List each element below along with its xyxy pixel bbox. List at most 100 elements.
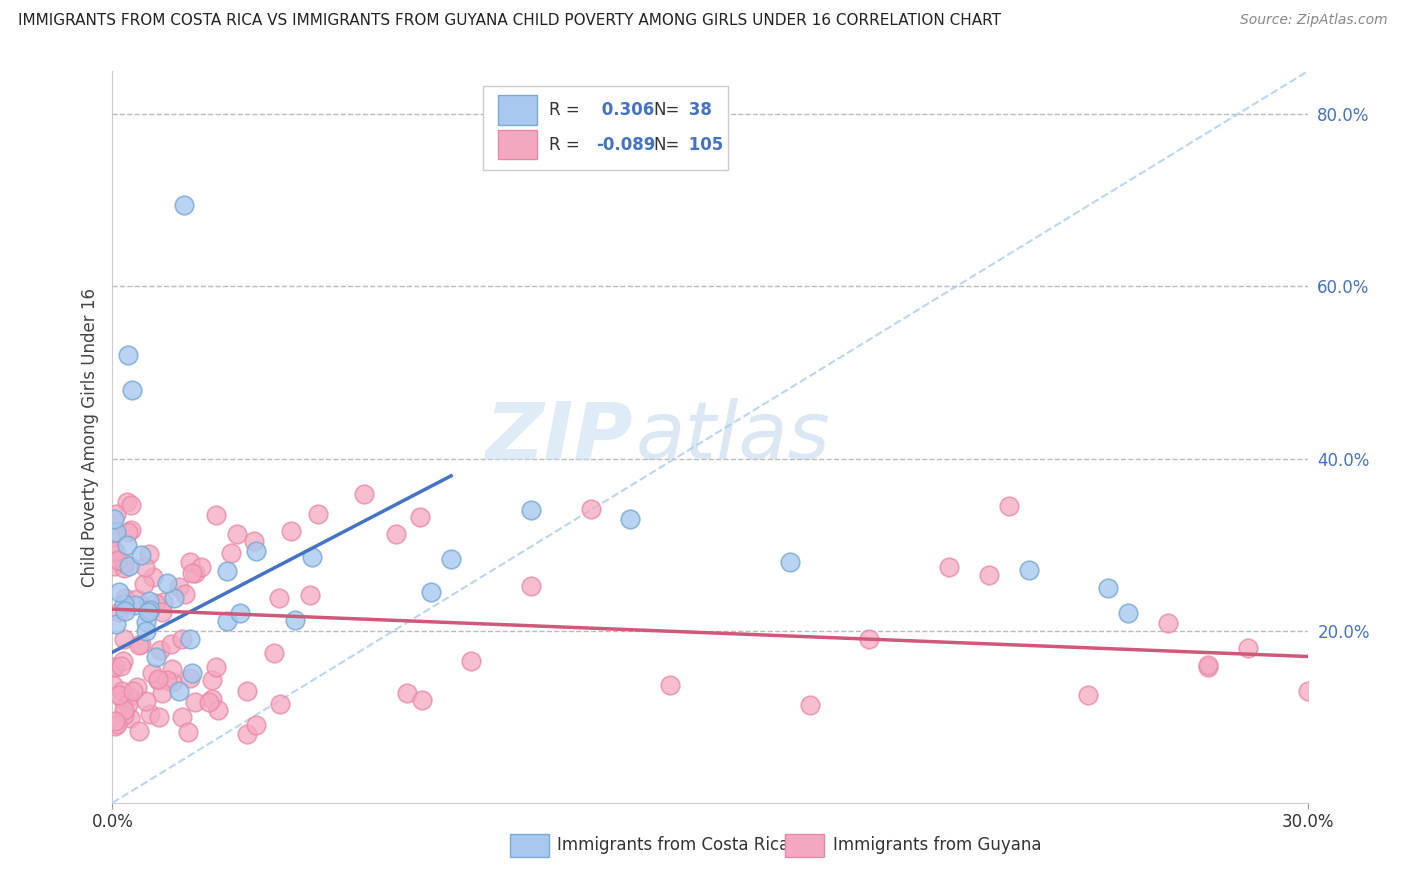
Point	[142, 570, 165, 584]
Point	[117, 697, 139, 711]
Point	[1197, 658, 1219, 673]
Point	[520, 579, 543, 593]
Point	[520, 503, 543, 517]
Point	[114, 604, 136, 618]
Point	[460, 654, 482, 668]
Point	[998, 500, 1021, 514]
Point	[1077, 688, 1099, 702]
Point	[120, 711, 142, 725]
Point	[1157, 616, 1180, 631]
Point	[101, 530, 124, 544]
Point	[112, 556, 135, 570]
Point	[107, 605, 129, 619]
FancyBboxPatch shape	[786, 833, 824, 857]
Point	[170, 710, 193, 724]
Point	[111, 683, 134, 698]
Point	[1296, 684, 1319, 698]
Text: Immigrants from Guyana: Immigrants from Guyana	[834, 836, 1042, 855]
Point	[101, 678, 124, 692]
Point	[156, 575, 179, 590]
Point	[149, 642, 172, 657]
Point	[977, 567, 1000, 582]
Y-axis label: Child Poverty Among Girls Under 16: Child Poverty Among Girls Under 16	[80, 287, 98, 587]
FancyBboxPatch shape	[499, 95, 537, 125]
Point	[104, 660, 127, 674]
Point	[201, 692, 224, 706]
Point	[122, 683, 145, 698]
Point	[118, 559, 141, 574]
Point	[150, 685, 173, 699]
Point	[138, 593, 160, 607]
Point	[179, 671, 201, 685]
Point	[619, 512, 641, 526]
Point	[179, 632, 201, 646]
Point	[284, 614, 307, 628]
Point	[167, 580, 190, 594]
Point	[118, 690, 141, 704]
Point	[135, 615, 157, 629]
Point	[104, 544, 127, 558]
Point	[1237, 640, 1260, 655]
Point	[207, 703, 229, 717]
Point	[225, 527, 247, 541]
Point	[139, 603, 162, 617]
Point	[243, 533, 266, 548]
Point	[184, 696, 207, 710]
Point	[145, 649, 167, 664]
Point	[125, 592, 148, 607]
Text: 0.306: 0.306	[596, 101, 655, 120]
Point	[579, 501, 602, 516]
Point	[799, 698, 821, 713]
Point	[384, 527, 406, 541]
Point	[115, 495, 138, 509]
Text: 105: 105	[682, 136, 723, 153]
Point	[858, 632, 880, 647]
Point	[129, 548, 152, 562]
Point	[128, 723, 150, 738]
Point	[236, 683, 259, 698]
Point	[1018, 564, 1040, 578]
Point	[105, 525, 128, 540]
Point	[236, 727, 259, 741]
Point	[190, 560, 212, 574]
Point	[103, 559, 125, 574]
Point	[101, 544, 124, 558]
Text: atlas: atlas	[636, 398, 831, 476]
Point	[197, 695, 219, 709]
Point	[160, 637, 183, 651]
Point	[136, 606, 159, 620]
Point	[104, 719, 127, 733]
Point	[204, 508, 226, 522]
Point	[1118, 607, 1140, 621]
Point	[205, 660, 228, 674]
Text: ZIP: ZIP	[485, 398, 633, 476]
Point	[174, 587, 197, 601]
Point	[409, 510, 432, 524]
Point	[125, 680, 148, 694]
Point	[172, 632, 194, 647]
Point	[779, 555, 801, 569]
Point	[177, 724, 200, 739]
Point	[179, 555, 201, 569]
Point	[112, 654, 135, 668]
Point	[112, 632, 135, 646]
Point	[128, 638, 150, 652]
Point	[659, 678, 682, 692]
Point	[301, 549, 323, 564]
Point	[160, 662, 183, 676]
Point	[267, 591, 290, 606]
Point	[181, 566, 204, 580]
Point	[263, 647, 285, 661]
Point	[152, 595, 174, 609]
Text: R =: R =	[548, 136, 579, 153]
Point	[217, 564, 239, 578]
Text: IMMIGRANTS FROM COSTA RICA VS IMMIGRANTS FROM GUYANA CHILD POVERTY AMONG GIRLS U: IMMIGRANTS FROM COSTA RICA VS IMMIGRANTS…	[18, 13, 1001, 29]
Point	[134, 559, 156, 574]
Point	[146, 673, 169, 687]
Point	[395, 686, 418, 700]
Point	[1197, 659, 1219, 673]
Point	[217, 614, 239, 628]
Point	[117, 524, 139, 539]
Point	[114, 591, 136, 605]
FancyBboxPatch shape	[484, 86, 728, 170]
